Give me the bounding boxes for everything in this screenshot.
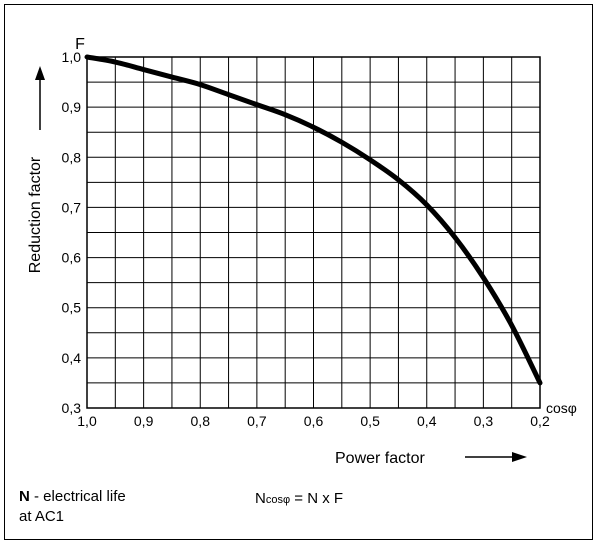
legend-n-symbol: N bbox=[19, 488, 30, 505]
y-tick-label: 0,4 bbox=[62, 350, 82, 366]
y-axis-label: Reduction factor bbox=[27, 156, 44, 273]
legend-n-text2: at AC1 bbox=[19, 508, 65, 525]
x-tick-label: 0,9 bbox=[134, 413, 154, 429]
formula-base: N bbox=[255, 490, 266, 507]
y-tick-label: 1,0 bbox=[62, 49, 82, 65]
chart-frame bbox=[4, 4, 593, 540]
formula-rest: = N x F bbox=[290, 490, 344, 507]
x-axis-label: Power factor bbox=[335, 450, 425, 467]
legend-n-description-line2: at AC1 bbox=[19, 508, 64, 525]
legend-formula: Ncosφ = N x F bbox=[255, 490, 343, 507]
x-axis-arrow-head bbox=[512, 452, 527, 462]
x-tick-label: 0,3 bbox=[474, 413, 494, 429]
x-tick-label: 0,7 bbox=[247, 413, 267, 429]
reduction-factor-curve bbox=[84, 54, 543, 386]
plot-border bbox=[86, 56, 541, 409]
legend-n-text: - electrical life bbox=[29, 488, 126, 505]
y-tick-label: 0,5 bbox=[62, 300, 82, 316]
x-tick-label: 1,0 bbox=[77, 413, 97, 429]
formula-subscript: cosφ bbox=[265, 494, 291, 506]
y-axis-arrow-head bbox=[35, 66, 45, 80]
y-tick-label: 0,6 bbox=[62, 250, 82, 266]
x-axis-unit-label: cosφ bbox=[546, 400, 577, 416]
y-tick-label: 0,8 bbox=[62, 149, 82, 165]
x-tick-label: 0,4 bbox=[417, 413, 437, 429]
y-tick-label: 0,3 bbox=[62, 400, 82, 416]
x-tick-label: 0,6 bbox=[304, 413, 324, 429]
legend-n-description: N - electrical life bbox=[19, 488, 126, 505]
y-tick-label: 0,7 bbox=[62, 199, 82, 215]
x-tick-label: 0,8 bbox=[191, 413, 211, 429]
x-tick-label: 0,2 bbox=[530, 413, 550, 429]
x-tick-label: 0,5 bbox=[360, 413, 380, 429]
y-tick-label: 0,9 bbox=[62, 99, 82, 115]
y-axis-symbol: F bbox=[75, 36, 85, 53]
